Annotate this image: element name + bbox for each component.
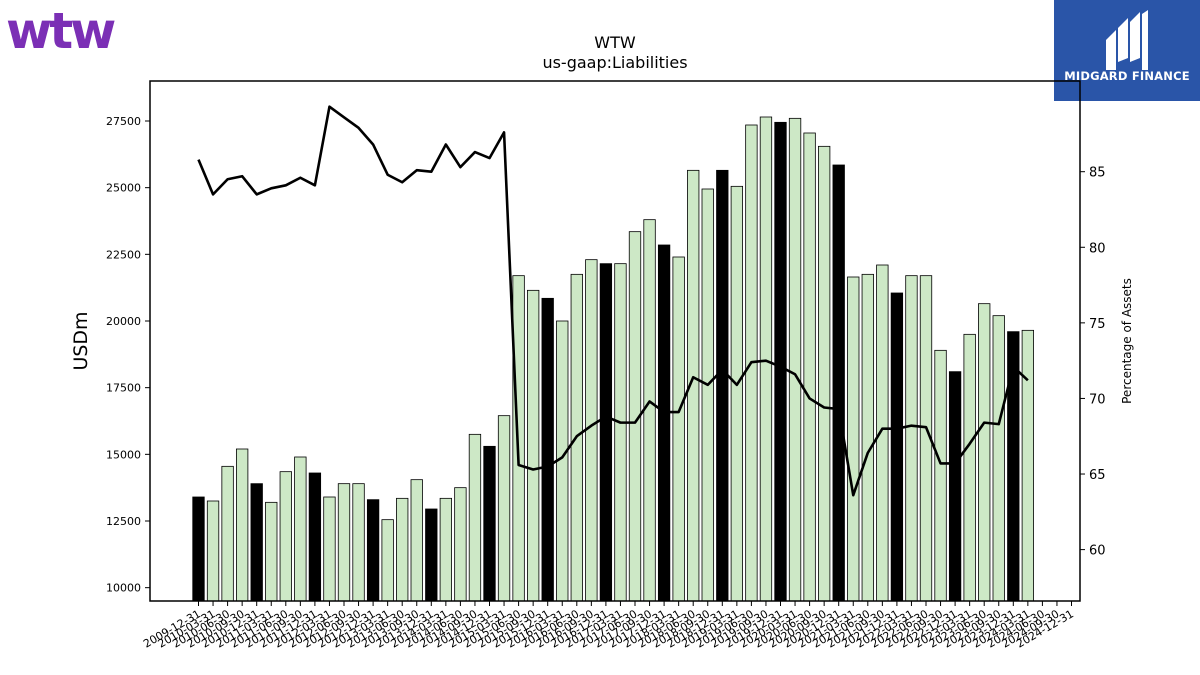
bar (832, 164, 845, 602)
y-tick-label: 20000 (106, 315, 141, 328)
bar (978, 303, 991, 602)
y-axis-left: 10000 12500 15000 17500 20000 22500 25000 27500 (106, 115, 150, 595)
bar (890, 292, 904, 602)
line-series (197, 105, 1029, 497)
bar (963, 333, 976, 602)
midgard-emblem-icon (1106, 10, 1148, 70)
bar (599, 263, 613, 602)
bar (235, 448, 249, 602)
y-tick-label: 17500 (106, 382, 141, 395)
bar (861, 273, 874, 602)
bar (279, 471, 292, 602)
midgard-finance-label: MIDGARD FINANCE (1064, 69, 1190, 83)
bar (497, 415, 511, 602)
bar (672, 256, 685, 602)
percentage-of-assets-line (197, 105, 1029, 497)
bar (221, 465, 234, 602)
y2-tick-label: 80 (1089, 241, 1106, 256)
y2-tick-label: 75 (1089, 317, 1106, 332)
y-tick-label: 10000 (106, 582, 141, 595)
plot-frame (149, 80, 1081, 602)
bar (468, 433, 482, 602)
bar (585, 259, 598, 602)
y2-tick-label: 65 (1089, 468, 1106, 483)
bar (265, 501, 278, 602)
y-tick-label: 27500 (106, 115, 141, 128)
y2-tick-label: 85 (1089, 166, 1106, 181)
bar (410, 479, 423, 602)
chart-title: WTW (594, 33, 636, 52)
y2-axis-label: Percentage of Assets (1120, 278, 1134, 404)
bar (381, 519, 394, 602)
bar (948, 371, 962, 602)
bar (934, 349, 947, 602)
bar (323, 496, 336, 602)
bar (614, 263, 627, 602)
bar (1021, 329, 1034, 602)
wtw-logo: wtw (6, 2, 116, 60)
bar (192, 496, 205, 602)
bar (643, 219, 656, 602)
x-axis: 2009-12-312010-03-312010-06-302010-09-30… (141, 601, 1076, 651)
bar (337, 483, 351, 602)
bar (716, 169, 729, 602)
y-tick-label: 12500 (106, 515, 141, 528)
bar (439, 497, 453, 602)
bar (818, 145, 831, 602)
y2-tick-label: 60 (1089, 544, 1106, 559)
bar (425, 508, 438, 602)
bar (541, 297, 554, 602)
y-tick-label: 22500 (106, 248, 141, 261)
bar (905, 275, 918, 602)
bar (250, 483, 263, 602)
bar (308, 472, 322, 602)
bar (527, 289, 540, 602)
y-axis-right: 60 65 70 75 80 85 (1080, 166, 1106, 559)
bar (701, 188, 714, 602)
bar (294, 456, 307, 602)
bar (992, 315, 1005, 602)
y2-tick-label: 70 (1089, 392, 1106, 407)
bar (788, 117, 802, 602)
y-axis-label: USDm (70, 311, 92, 370)
chart-subtitle: us-gaap:Liabilities (542, 53, 687, 72)
y-tick-label: 15000 (106, 448, 141, 461)
bar (730, 185, 743, 602)
bar (803, 132, 816, 602)
midgard-finance-logo: MIDGARD FINANCE (1054, 0, 1200, 101)
bar-series (192, 116, 1034, 602)
bar (774, 121, 787, 602)
bar (206, 500, 220, 602)
bar (396, 497, 409, 602)
bar (483, 445, 496, 602)
bar (366, 499, 380, 602)
bar (759, 116, 773, 602)
bar (847, 276, 860, 602)
bar (352, 483, 365, 602)
bar (454, 487, 467, 602)
bar (657, 244, 671, 602)
y-tick-label: 25000 (106, 182, 141, 195)
